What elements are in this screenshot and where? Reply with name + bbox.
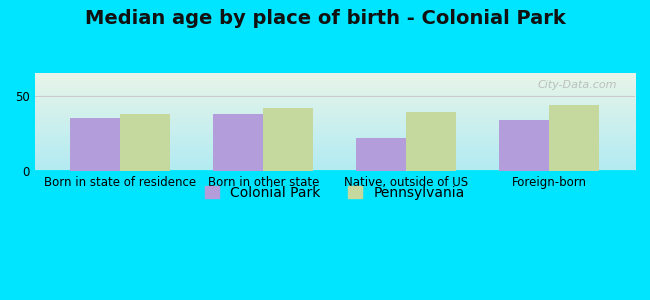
- Bar: [356, 138, 406, 171]
- Bar: [406, 112, 456, 171]
- Bar: [499, 120, 549, 171]
- Bar: [263, 108, 313, 171]
- Bar: [70, 118, 120, 171]
- Text: Median age by place of birth - Colonial Park: Median age by place of birth - Colonial …: [84, 9, 566, 28]
- Bar: [213, 114, 263, 171]
- Bar: [120, 114, 170, 171]
- Legend: Colonial Park, Pennsylvania: Colonial Park, Pennsylvania: [200, 180, 470, 205]
- Bar: [549, 105, 599, 171]
- Text: City-Data.com: City-Data.com: [538, 80, 617, 90]
